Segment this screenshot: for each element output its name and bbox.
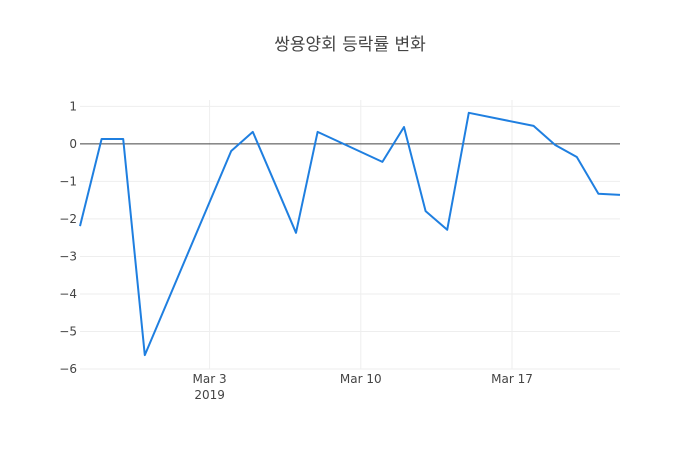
gridlines: [80, 100, 620, 370]
series-line: [79, 111, 621, 357]
x-axis: Mar 3 2019 Mar 10 Mar 17: [193, 372, 533, 402]
x-tick-label: Mar 10: [340, 372, 382, 386]
x-tick-sublabel: 2019: [194, 388, 225, 402]
chart-title: 쌍용양회 등락률 변화: [274, 35, 426, 55]
y-tick-label: −2: [59, 212, 77, 226]
x-tick-label: Mar 3: [193, 372, 227, 386]
x-tick-label: Mar 17: [491, 372, 533, 386]
y-tick-label: −6: [59, 362, 77, 376]
y-tick-label: 0: [69, 137, 77, 151]
y-tick-label: −1: [59, 174, 77, 188]
y-tick-label: −3: [59, 249, 77, 263]
y-tick-label: 1: [69, 99, 77, 113]
y-tick-label: −4: [59, 287, 77, 301]
y-tick-label: −5: [59, 324, 77, 338]
y-axis: 1 0 −1 −2 −3 −4 −5 −6: [59, 99, 77, 376]
